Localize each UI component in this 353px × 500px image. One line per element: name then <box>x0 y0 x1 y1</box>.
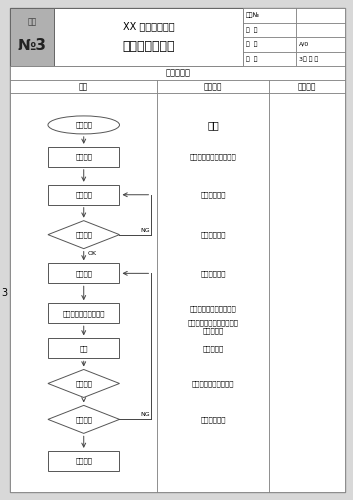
Bar <box>269 80 345 93</box>
Text: 作业流程图: 作业流程图 <box>165 68 190 78</box>
Text: 3页 共 页: 3页 共 页 <box>299 56 318 62</box>
Text: 新产品试制程序: 新产品试制程序 <box>122 40 175 52</box>
Bar <box>157 93 269 492</box>
Text: 页  码: 页 码 <box>246 56 257 62</box>
Bar <box>54 8 243 66</box>
Bar <box>10 80 157 93</box>
Bar <box>48 451 120 471</box>
Text: 注塑、印印、装配、采购: 注塑、印印、装配、采购 <box>190 305 236 312</box>
Text: 开发专案小组: 开发专案小组 <box>200 192 226 198</box>
Bar <box>48 147 120 167</box>
Text: 开发专案小组: 开发专案小组 <box>200 416 226 422</box>
Text: 品管、开发: 品管、开发 <box>202 345 223 352</box>
Text: 品管、生产部门、开发: 品管、生产部门、开发 <box>192 380 234 387</box>
Text: 工程、开发、装配、品管、
注塑、丝印: 工程、开发、装配、品管、 注塑、丝印 <box>187 320 238 334</box>
Text: 文件№: 文件№ <box>246 12 260 18</box>
Text: 3: 3 <box>1 288 7 298</box>
Bar <box>243 22 296 37</box>
Bar <box>269 93 345 492</box>
Bar <box>296 22 345 37</box>
Polygon shape <box>48 370 120 398</box>
Bar <box>296 8 345 22</box>
Bar <box>48 184 120 204</box>
Bar <box>10 8 54 66</box>
Bar <box>243 52 296 66</box>
Bar <box>48 303 120 323</box>
Text: 试产通知: 试产通知 <box>75 270 92 276</box>
Text: 检查说明: 检查说明 <box>298 82 316 91</box>
Text: №3: №3 <box>18 38 47 54</box>
Polygon shape <box>48 220 120 248</box>
Text: 业务: 业务 <box>207 120 219 130</box>
Polygon shape <box>48 406 120 433</box>
Text: 注塑、印印、采购、开发: 注塑、印印、采购、开发 <box>190 154 236 160</box>
Text: 制样通知: 制样通知 <box>75 122 92 128</box>
Text: 样机审查: 样机审查 <box>75 232 92 238</box>
Text: 制样准备: 制样准备 <box>75 154 92 160</box>
Text: 试产检讨: 试产检讨 <box>75 380 92 387</box>
Text: NG: NG <box>141 412 150 418</box>
Text: 责任部门: 责任部门 <box>204 82 222 91</box>
Text: 版  本: 版 本 <box>246 42 257 47</box>
Text: 试产: 试产 <box>79 345 88 352</box>
Text: XX 集团有限公司: XX 集团有限公司 <box>122 21 174 31</box>
Ellipse shape <box>48 116 120 134</box>
Bar <box>10 66 345 80</box>
Text: A/0: A/0 <box>299 42 309 47</box>
Bar <box>48 338 120 358</box>
Bar <box>296 37 345 52</box>
Bar <box>157 80 269 93</box>
Text: OK: OK <box>88 252 97 256</box>
Text: 程序: 程序 <box>28 18 37 26</box>
Text: 样机审查小组: 样机审查小组 <box>200 232 226 238</box>
Text: 开发专案小组: 开发专案小组 <box>200 270 226 276</box>
Text: 流程: 流程 <box>79 82 88 91</box>
Bar <box>243 8 296 22</box>
Text: 日  期: 日 期 <box>246 27 257 32</box>
Text: 样机制作: 样机制作 <box>75 192 92 198</box>
Bar <box>296 52 345 66</box>
Text: 记录保存: 记录保存 <box>75 458 92 464</box>
Bar <box>48 264 120 283</box>
Text: 试产通过: 试产通过 <box>75 416 92 422</box>
Bar <box>10 93 157 492</box>
Text: 试产前会议及材料准备: 试产前会议及材料准备 <box>62 310 105 316</box>
Bar <box>243 37 296 52</box>
Text: NG: NG <box>141 228 150 232</box>
